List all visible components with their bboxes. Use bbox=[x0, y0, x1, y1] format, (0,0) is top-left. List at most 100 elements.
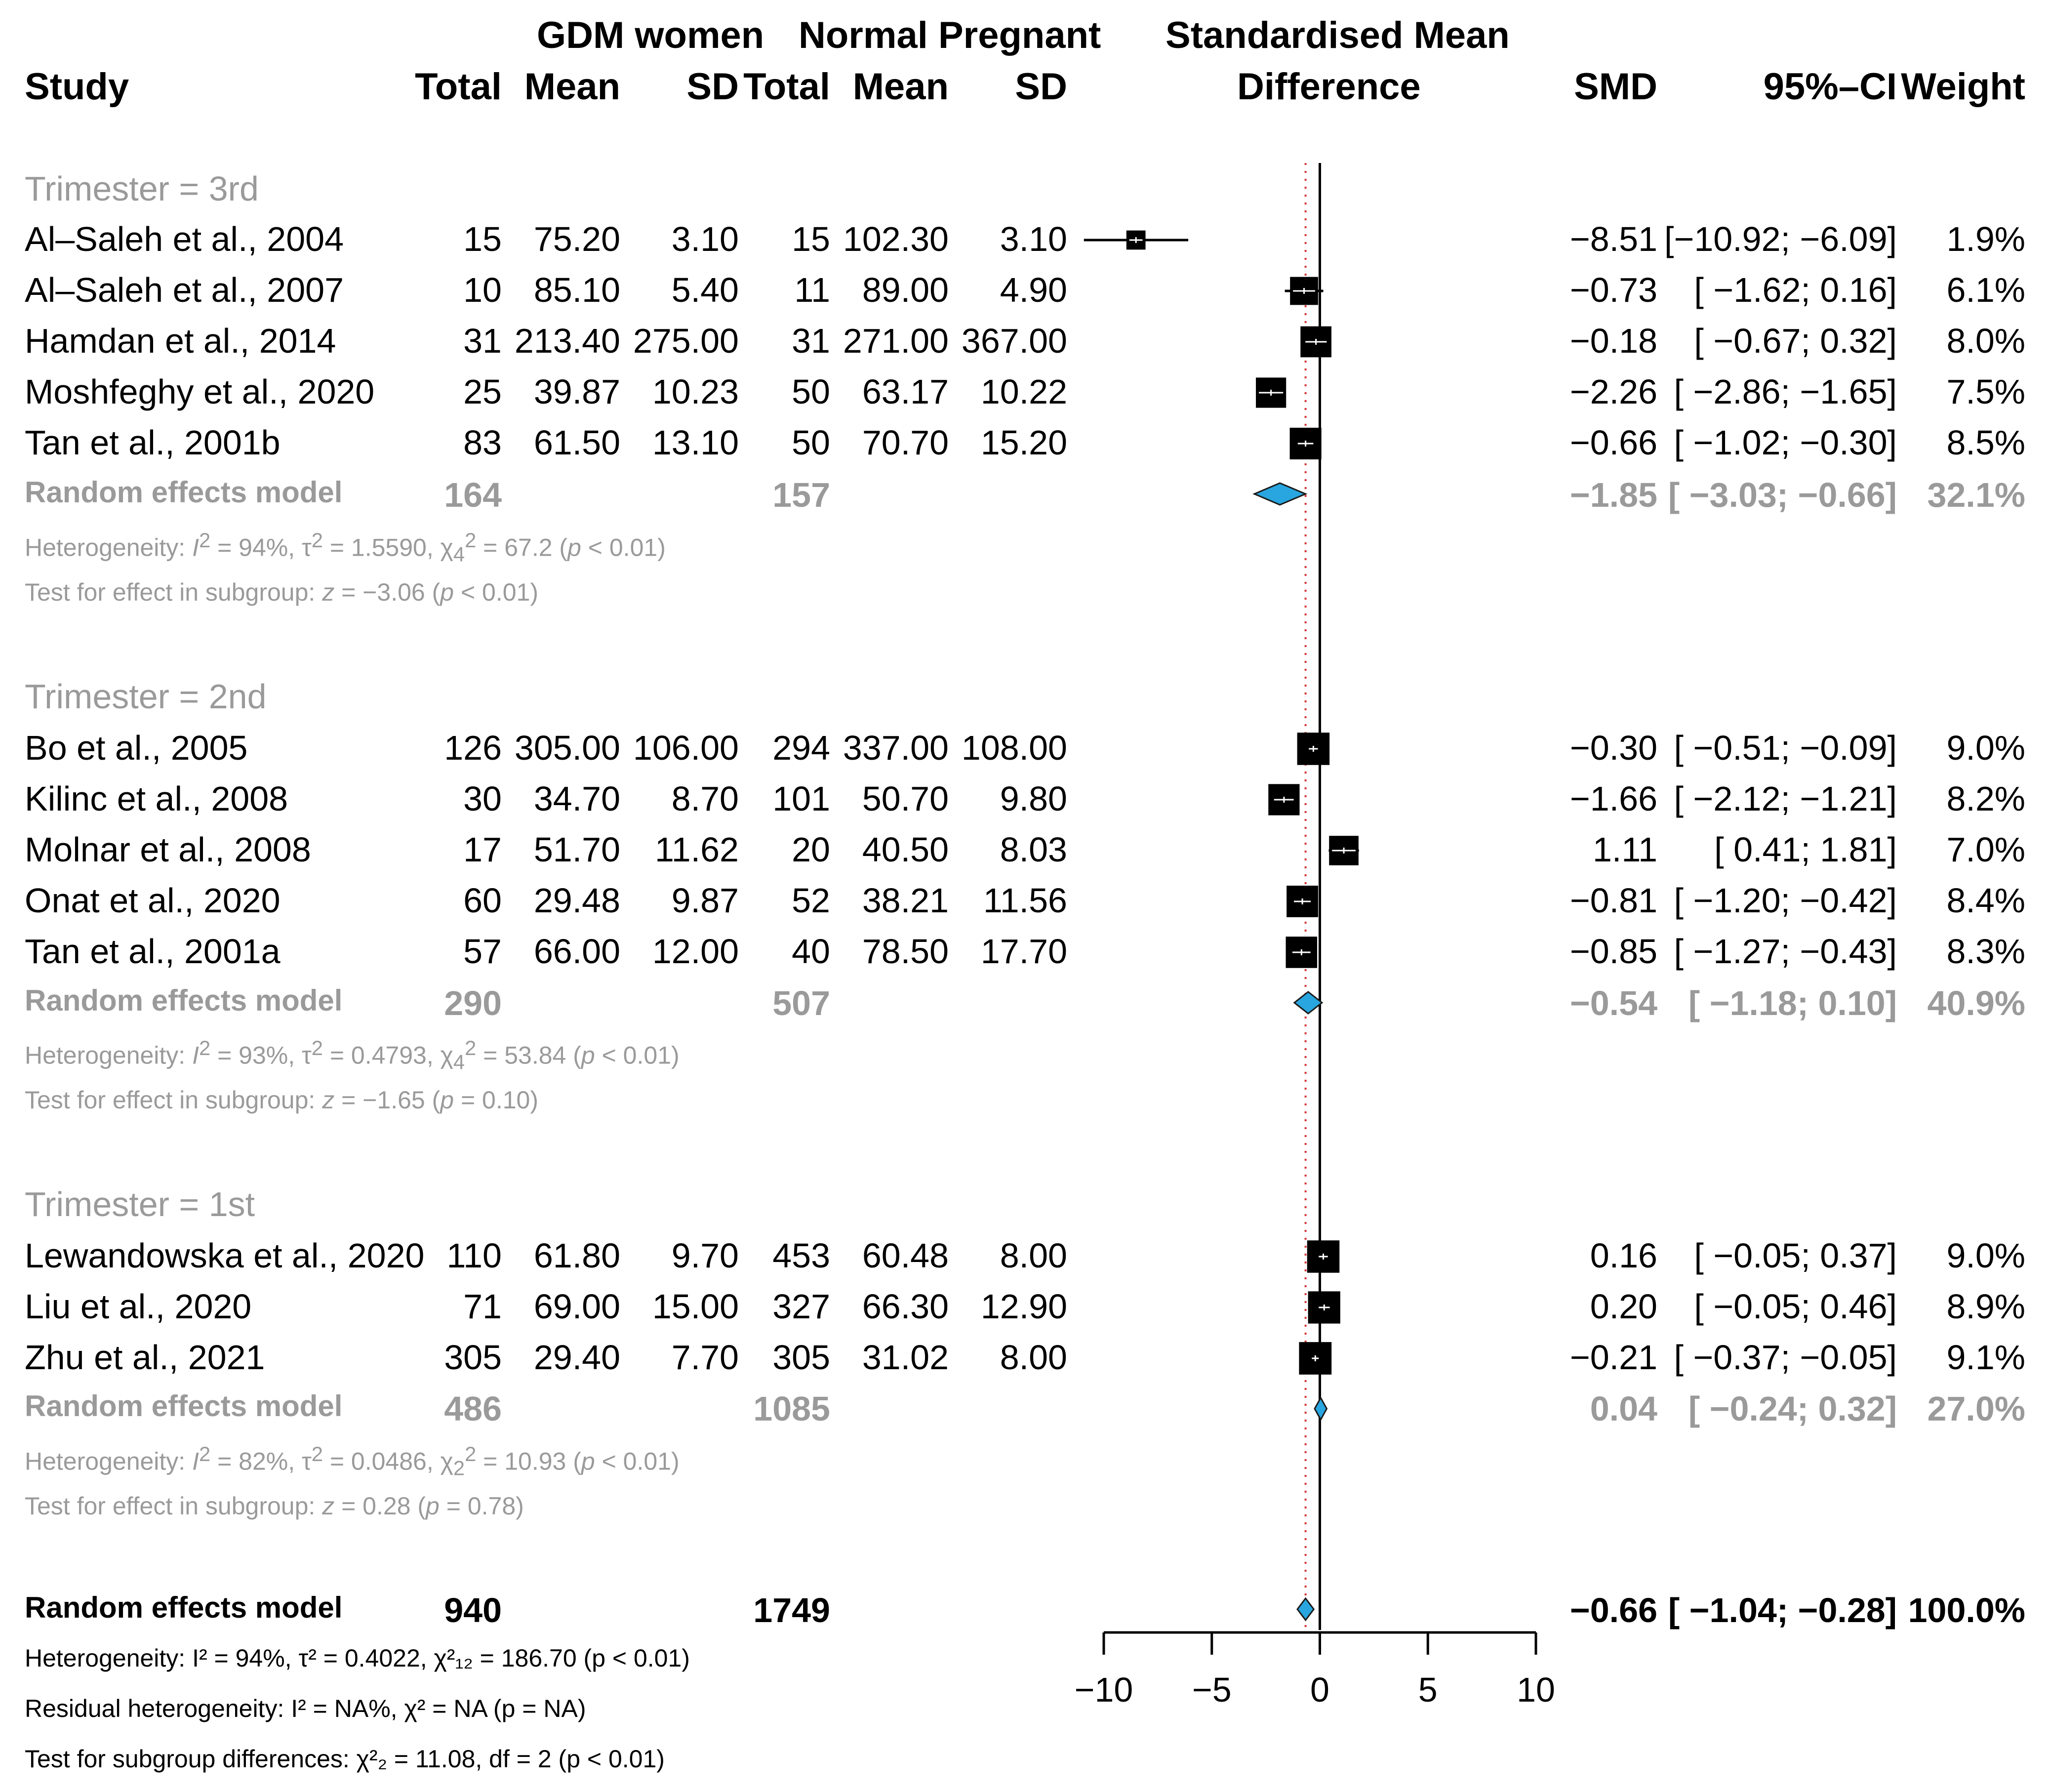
het-prefix: Heterogeneity: bbox=[25, 1041, 193, 1069]
normal-sd: 12.90 bbox=[980, 1287, 1067, 1326]
ci-value: [ −1.27; −0.43] bbox=[1674, 932, 1897, 971]
het-d: < 0.01) bbox=[595, 1447, 680, 1475]
gdm-total: 126 bbox=[444, 729, 502, 767]
model-smd: −1.85 bbox=[1569, 476, 1657, 514]
smd-value: −0.66 bbox=[1569, 423, 1657, 462]
het-prefix: Heterogeneity: bbox=[25, 1447, 193, 1475]
gdm-total: 57 bbox=[463, 932, 502, 971]
het-d: < 0.01) bbox=[581, 533, 666, 562]
weight-value: 7.5% bbox=[1946, 372, 2025, 411]
normal-mean: 31.02 bbox=[862, 1338, 949, 1377]
test-line: Test for effect in subgroup: z = 0.28 (p… bbox=[25, 1492, 2050, 1520]
het-prefix: Heterogeneity: bbox=[25, 533, 193, 562]
gdm-mean: 39.87 bbox=[533, 372, 620, 411]
ci-value: [ −0.67; 0.32] bbox=[1694, 322, 1897, 360]
test-mid: = −1.65 ( bbox=[334, 1086, 441, 1114]
het-p: p bbox=[581, 1041, 595, 1069]
gdm-total: 25 bbox=[463, 372, 502, 411]
test-z: z bbox=[322, 578, 335, 606]
normal-mean: 60.48 bbox=[862, 1236, 949, 1275]
study-name: Zhu et al., 2021 bbox=[25, 1338, 265, 1377]
gdm-mean: 29.48 bbox=[533, 881, 620, 920]
gdm-total: 10 bbox=[463, 271, 502, 309]
gdm-mean: 61.50 bbox=[533, 423, 620, 462]
normal-total: 20 bbox=[792, 830, 830, 869]
normal-total: 31 bbox=[792, 322, 830, 360]
smd-value: −0.85 bbox=[1569, 932, 1657, 971]
smd-value: −1.66 bbox=[1569, 779, 1657, 818]
study-name: Al–Saleh et al., 2007 bbox=[25, 271, 344, 309]
mean1-header: Mean bbox=[524, 66, 620, 108]
model-label: Random effects model bbox=[25, 1389, 343, 1423]
gdm-mean: 29.40 bbox=[533, 1338, 620, 1377]
smd-header: SMD bbox=[1574, 66, 1657, 108]
model-gdm-total: 486 bbox=[444, 1389, 502, 1428]
gdm-sd: 12.00 bbox=[652, 932, 739, 971]
gdm-mean: 69.00 bbox=[533, 1287, 620, 1326]
heterogeneity-line: Heterogeneity: I2 = 93%, τ2 = 0.4793, χ4… bbox=[25, 1036, 2050, 1074]
plot-title-line1: Standardised Mean bbox=[1166, 14, 1510, 56]
study-name: Moshfeghy et al., 2020 bbox=[25, 372, 375, 411]
normal-sd: 108.00 bbox=[961, 729, 1067, 767]
x-axis-tick-label: 5 bbox=[1418, 1670, 1438, 1709]
het-tau-sup: 2 bbox=[311, 1442, 323, 1466]
test-prefix: Test for effect in subgroup: bbox=[25, 578, 322, 606]
het-i2-sup: 2 bbox=[199, 1036, 211, 1059]
gdm-sd: 10.23 bbox=[652, 372, 739, 411]
weight-header: Weight bbox=[1901, 66, 2025, 108]
gdm-mean: 34.70 bbox=[533, 779, 620, 818]
test-p: p bbox=[440, 1086, 454, 1114]
overall-smd: −0.66 bbox=[1569, 1591, 1657, 1629]
gdm-mean: 66.00 bbox=[533, 932, 620, 971]
model-ci: [ −1.18; 0.10] bbox=[1688, 984, 1897, 1022]
gdm-total: 30 bbox=[463, 779, 502, 818]
normal-total: 327 bbox=[772, 1287, 830, 1326]
study-header: Study bbox=[25, 66, 129, 108]
test-end: = 0.10) bbox=[454, 1086, 539, 1114]
test-prefix: Test for effect in subgroup: bbox=[25, 1492, 322, 1520]
het-i2: I bbox=[192, 1041, 199, 1069]
test-prefix: Test for effect in subgroup: bbox=[25, 1086, 322, 1114]
smd-value: −2.26 bbox=[1569, 372, 1657, 411]
model-weight: 27.0% bbox=[1927, 1389, 2025, 1428]
normal-mean: 70.70 bbox=[862, 423, 949, 462]
overall-gdm-total: 940 bbox=[444, 1591, 502, 1629]
x-axis-tick-label: 10 bbox=[1517, 1670, 1555, 1709]
model-ci: [ −3.03; −0.66] bbox=[1668, 476, 1897, 514]
normal-total: 50 bbox=[792, 372, 830, 411]
test-p: p bbox=[426, 1492, 440, 1520]
pooled-estimate-diamond bbox=[1314, 1396, 1328, 1422]
normal-sd: 8.00 bbox=[1000, 1338, 1067, 1377]
normal-total: 11 bbox=[794, 271, 830, 309]
normal-mean: 78.50 bbox=[862, 932, 949, 971]
weight-value: 9.1% bbox=[1946, 1338, 2025, 1377]
residual-heterogeneity: Residual heterogeneity: I² = NA%, χ² = N… bbox=[25, 1695, 586, 1722]
smd-value: −0.81 bbox=[1569, 881, 1657, 920]
study-name: Bo et al., 2005 bbox=[25, 729, 248, 767]
group1-header: GDM women bbox=[537, 14, 764, 56]
normal-mean: 89.00 bbox=[862, 271, 949, 309]
normal-total: 50 bbox=[792, 423, 830, 462]
smd-value: −0.21 bbox=[1569, 1338, 1657, 1377]
gdm-sd: 3.10 bbox=[671, 220, 739, 258]
gdm-sd: 8.70 bbox=[671, 779, 739, 818]
normal-mean: 271.00 bbox=[843, 322, 949, 360]
weight-value: 1.9% bbox=[1946, 220, 2025, 258]
overall-ci: [ −1.04; −0.28] bbox=[1668, 1591, 1897, 1629]
study-name: Onat et al., 2020 bbox=[25, 881, 281, 920]
normal-sd: 4.90 bbox=[1000, 271, 1067, 309]
test-end: < 0.01) bbox=[454, 578, 539, 606]
gdm-total: 83 bbox=[463, 423, 502, 462]
study-name: Lewandowska et al., 2020 bbox=[25, 1236, 425, 1275]
weight-value: 8.2% bbox=[1946, 779, 2025, 818]
gdm-total: 31 bbox=[463, 322, 502, 360]
model-label: Random effects model bbox=[25, 984, 343, 1017]
sd2-header: SD bbox=[1015, 66, 1067, 108]
total2-header: Total bbox=[743, 66, 830, 108]
gdm-sd: 9.87 bbox=[671, 881, 739, 920]
het-tau-sup: 2 bbox=[311, 1036, 323, 1059]
normal-mean: 66.30 bbox=[862, 1287, 949, 1326]
normal-total: 305 bbox=[772, 1338, 830, 1377]
normal-total: 453 bbox=[772, 1236, 830, 1275]
test-end: = 0.78) bbox=[439, 1492, 524, 1520]
